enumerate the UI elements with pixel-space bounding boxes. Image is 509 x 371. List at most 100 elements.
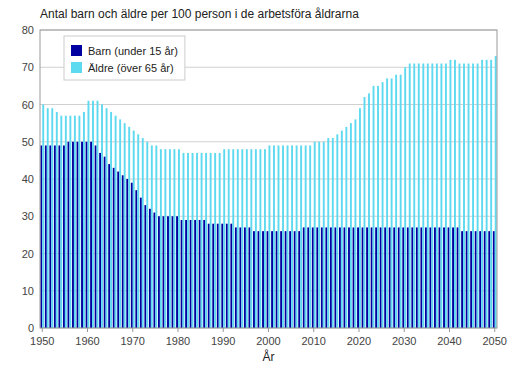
bar — [232, 149, 234, 328]
bar — [58, 145, 60, 328]
bar — [422, 64, 424, 328]
bar — [276, 231, 278, 328]
y-tick-label: 40 — [22, 173, 34, 185]
bar — [448, 227, 450, 328]
bar — [393, 227, 395, 328]
bar — [226, 224, 228, 328]
bar — [282, 145, 284, 328]
bar — [350, 123, 352, 328]
bar — [223, 149, 225, 328]
bar — [126, 179, 128, 328]
legend-swatch — [71, 62, 82, 73]
x-tick — [494, 328, 495, 332]
bar — [425, 227, 427, 328]
bar — [434, 227, 436, 328]
x-tick-label: 2050 — [482, 335, 506, 347]
bar — [72, 142, 74, 328]
x-tick-label: 2020 — [347, 335, 371, 347]
x-tick — [358, 328, 359, 332]
bar — [131, 183, 133, 328]
bar — [83, 112, 85, 328]
x-tick — [449, 328, 450, 332]
bar — [373, 86, 375, 328]
bar — [201, 153, 203, 328]
bar — [380, 227, 382, 328]
bar — [402, 227, 404, 328]
bar — [45, 145, 47, 328]
bar — [357, 227, 359, 328]
legend-label: Barn (under 15 år) — [88, 45, 178, 57]
x-tick-label: 2030 — [392, 335, 416, 347]
bar — [309, 145, 311, 328]
bar — [117, 172, 119, 328]
bar — [255, 149, 257, 328]
x-tick-label: 1990 — [211, 335, 235, 347]
bar — [323, 142, 325, 328]
plot-frame — [40, 30, 497, 328]
bar — [153, 213, 155, 328]
bar — [210, 153, 212, 328]
x-tick — [313, 328, 314, 332]
bar — [203, 220, 205, 328]
bar — [151, 145, 153, 328]
bar — [68, 142, 70, 328]
bar — [228, 149, 230, 328]
bar — [124, 123, 126, 328]
y-tick-label: 60 — [22, 99, 34, 111]
bar — [375, 227, 377, 328]
x-tick-label: 1960 — [75, 335, 99, 347]
series — [42, 56, 496, 328]
bar — [278, 145, 280, 328]
bar — [54, 145, 56, 328]
bar — [241, 149, 243, 328]
bar — [250, 149, 252, 328]
bar — [235, 227, 237, 328]
x-tick — [87, 328, 88, 332]
bar — [185, 220, 187, 328]
bar — [307, 227, 309, 328]
bar — [475, 231, 477, 328]
x-tick-label: 2000 — [256, 335, 280, 347]
bar — [194, 220, 196, 328]
bar — [493, 231, 495, 328]
title: Antal barn och äldre per 100 person i de… — [40, 7, 359, 21]
bar — [300, 145, 302, 328]
grid — [40, 30, 497, 328]
bar — [468, 64, 470, 328]
bar — [431, 64, 433, 328]
bar — [133, 131, 135, 328]
y-tick-label: 20 — [22, 248, 34, 260]
bar — [362, 227, 364, 328]
bar — [391, 78, 393, 328]
bar — [280, 231, 282, 328]
bar — [409, 64, 411, 328]
legend: Barn (under 15 år)Äldre (över 65 år) — [64, 36, 185, 80]
bar — [463, 64, 465, 328]
bar — [246, 149, 248, 328]
bar — [95, 145, 97, 328]
bar — [443, 227, 445, 328]
x-tick-label: 1970 — [121, 335, 145, 347]
bar — [484, 231, 486, 328]
bar — [69, 116, 71, 328]
bar — [461, 231, 463, 328]
bar — [413, 64, 415, 328]
bar — [341, 131, 343, 328]
y-tick-label: 0 — [28, 322, 34, 334]
y-tick-label: 10 — [22, 285, 34, 297]
bar — [135, 190, 137, 328]
bar — [479, 231, 481, 328]
bar — [416, 227, 418, 328]
bar — [449, 60, 451, 328]
bar — [398, 227, 400, 328]
bar — [208, 224, 210, 328]
bar — [128, 127, 130, 328]
bar — [466, 231, 468, 328]
chart: Antal barn och äldre per 100 person i de… — [0, 0, 509, 371]
x-axis-label: År — [263, 349, 275, 364]
bar — [239, 227, 241, 328]
x-tick-label: 2040 — [437, 335, 461, 347]
bar — [60, 116, 62, 328]
bar — [269, 145, 271, 328]
bar — [119, 119, 121, 328]
